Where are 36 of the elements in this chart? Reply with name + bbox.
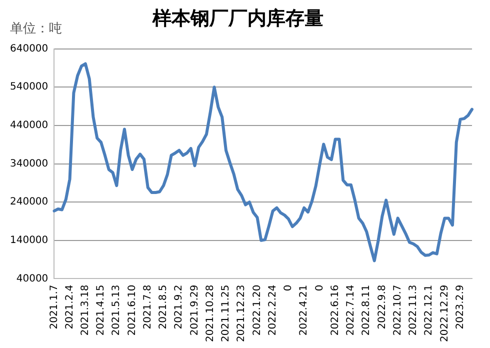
x-tick-label: 2021.10.28 bbox=[204, 284, 216, 342]
y-tick-label: 140000 bbox=[10, 235, 48, 246]
x-tick-label: 2021.9.29 bbox=[189, 284, 200, 336]
x-tick-label: 2022.8.11 bbox=[361, 284, 372, 336]
y-tick-label: 240000 bbox=[10, 196, 48, 208]
x-tick-label: 2021.6.10 bbox=[126, 284, 138, 336]
x-tick-label: 2022.12.29 bbox=[439, 284, 450, 342]
x-tick-label: 2022.10.7 bbox=[392, 284, 404, 336]
x-tick-label: 2021.5.13 bbox=[111, 284, 122, 336]
x-tick-label: 2022.6.16 bbox=[330, 284, 341, 336]
x-tick-label: 2022.4.21 bbox=[298, 284, 310, 336]
x-tick-label: 2021.8.5 bbox=[158, 284, 170, 330]
chart-title: 样本钢厂厂内库存量 bbox=[152, 7, 324, 30]
x-tick-label: 2021.7.8 bbox=[142, 284, 154, 330]
x-tick-label: 2021.9.2 bbox=[174, 284, 185, 330]
x-tick-label: 2023.2.9 bbox=[454, 284, 466, 330]
y-tick-label: 340000 bbox=[10, 158, 48, 170]
x-tick-label: 2022.7.14 bbox=[346, 284, 357, 336]
x-tick-label: 2022.12.1 bbox=[424, 284, 435, 336]
text: 单位：吨 bbox=[10, 21, 62, 36]
x-tick-label: 2022.11.3 bbox=[408, 284, 420, 336]
x-tick-label: 0 bbox=[314, 284, 326, 292]
x-tick-label: 2022.9.8 bbox=[376, 284, 388, 330]
x-tick-label: 2022.2.24 bbox=[267, 284, 278, 336]
x-tick-label: 2021.2.4 bbox=[64, 284, 76, 330]
x-tick-label: 2021.3.18 bbox=[80, 284, 92, 336]
x-tick-label: 2021.12.23 bbox=[236, 284, 248, 342]
y-tick-label: 440000 bbox=[10, 120, 48, 132]
y-tick-label: 540000 bbox=[10, 82, 48, 93]
x-tick-label: 2021.1.7 bbox=[48, 284, 60, 330]
x-tick-label: 2022.1.20 bbox=[252, 284, 263, 336]
y-tick-label: 40000 bbox=[16, 273, 48, 284]
x-tick-label: 0 bbox=[283, 284, 294, 292]
y-tick-label: 640000 bbox=[10, 43, 48, 54]
x-tick-label: 2021.11.25 bbox=[220, 284, 232, 342]
x-tick-label: 2021.4.15 bbox=[96, 284, 107, 336]
